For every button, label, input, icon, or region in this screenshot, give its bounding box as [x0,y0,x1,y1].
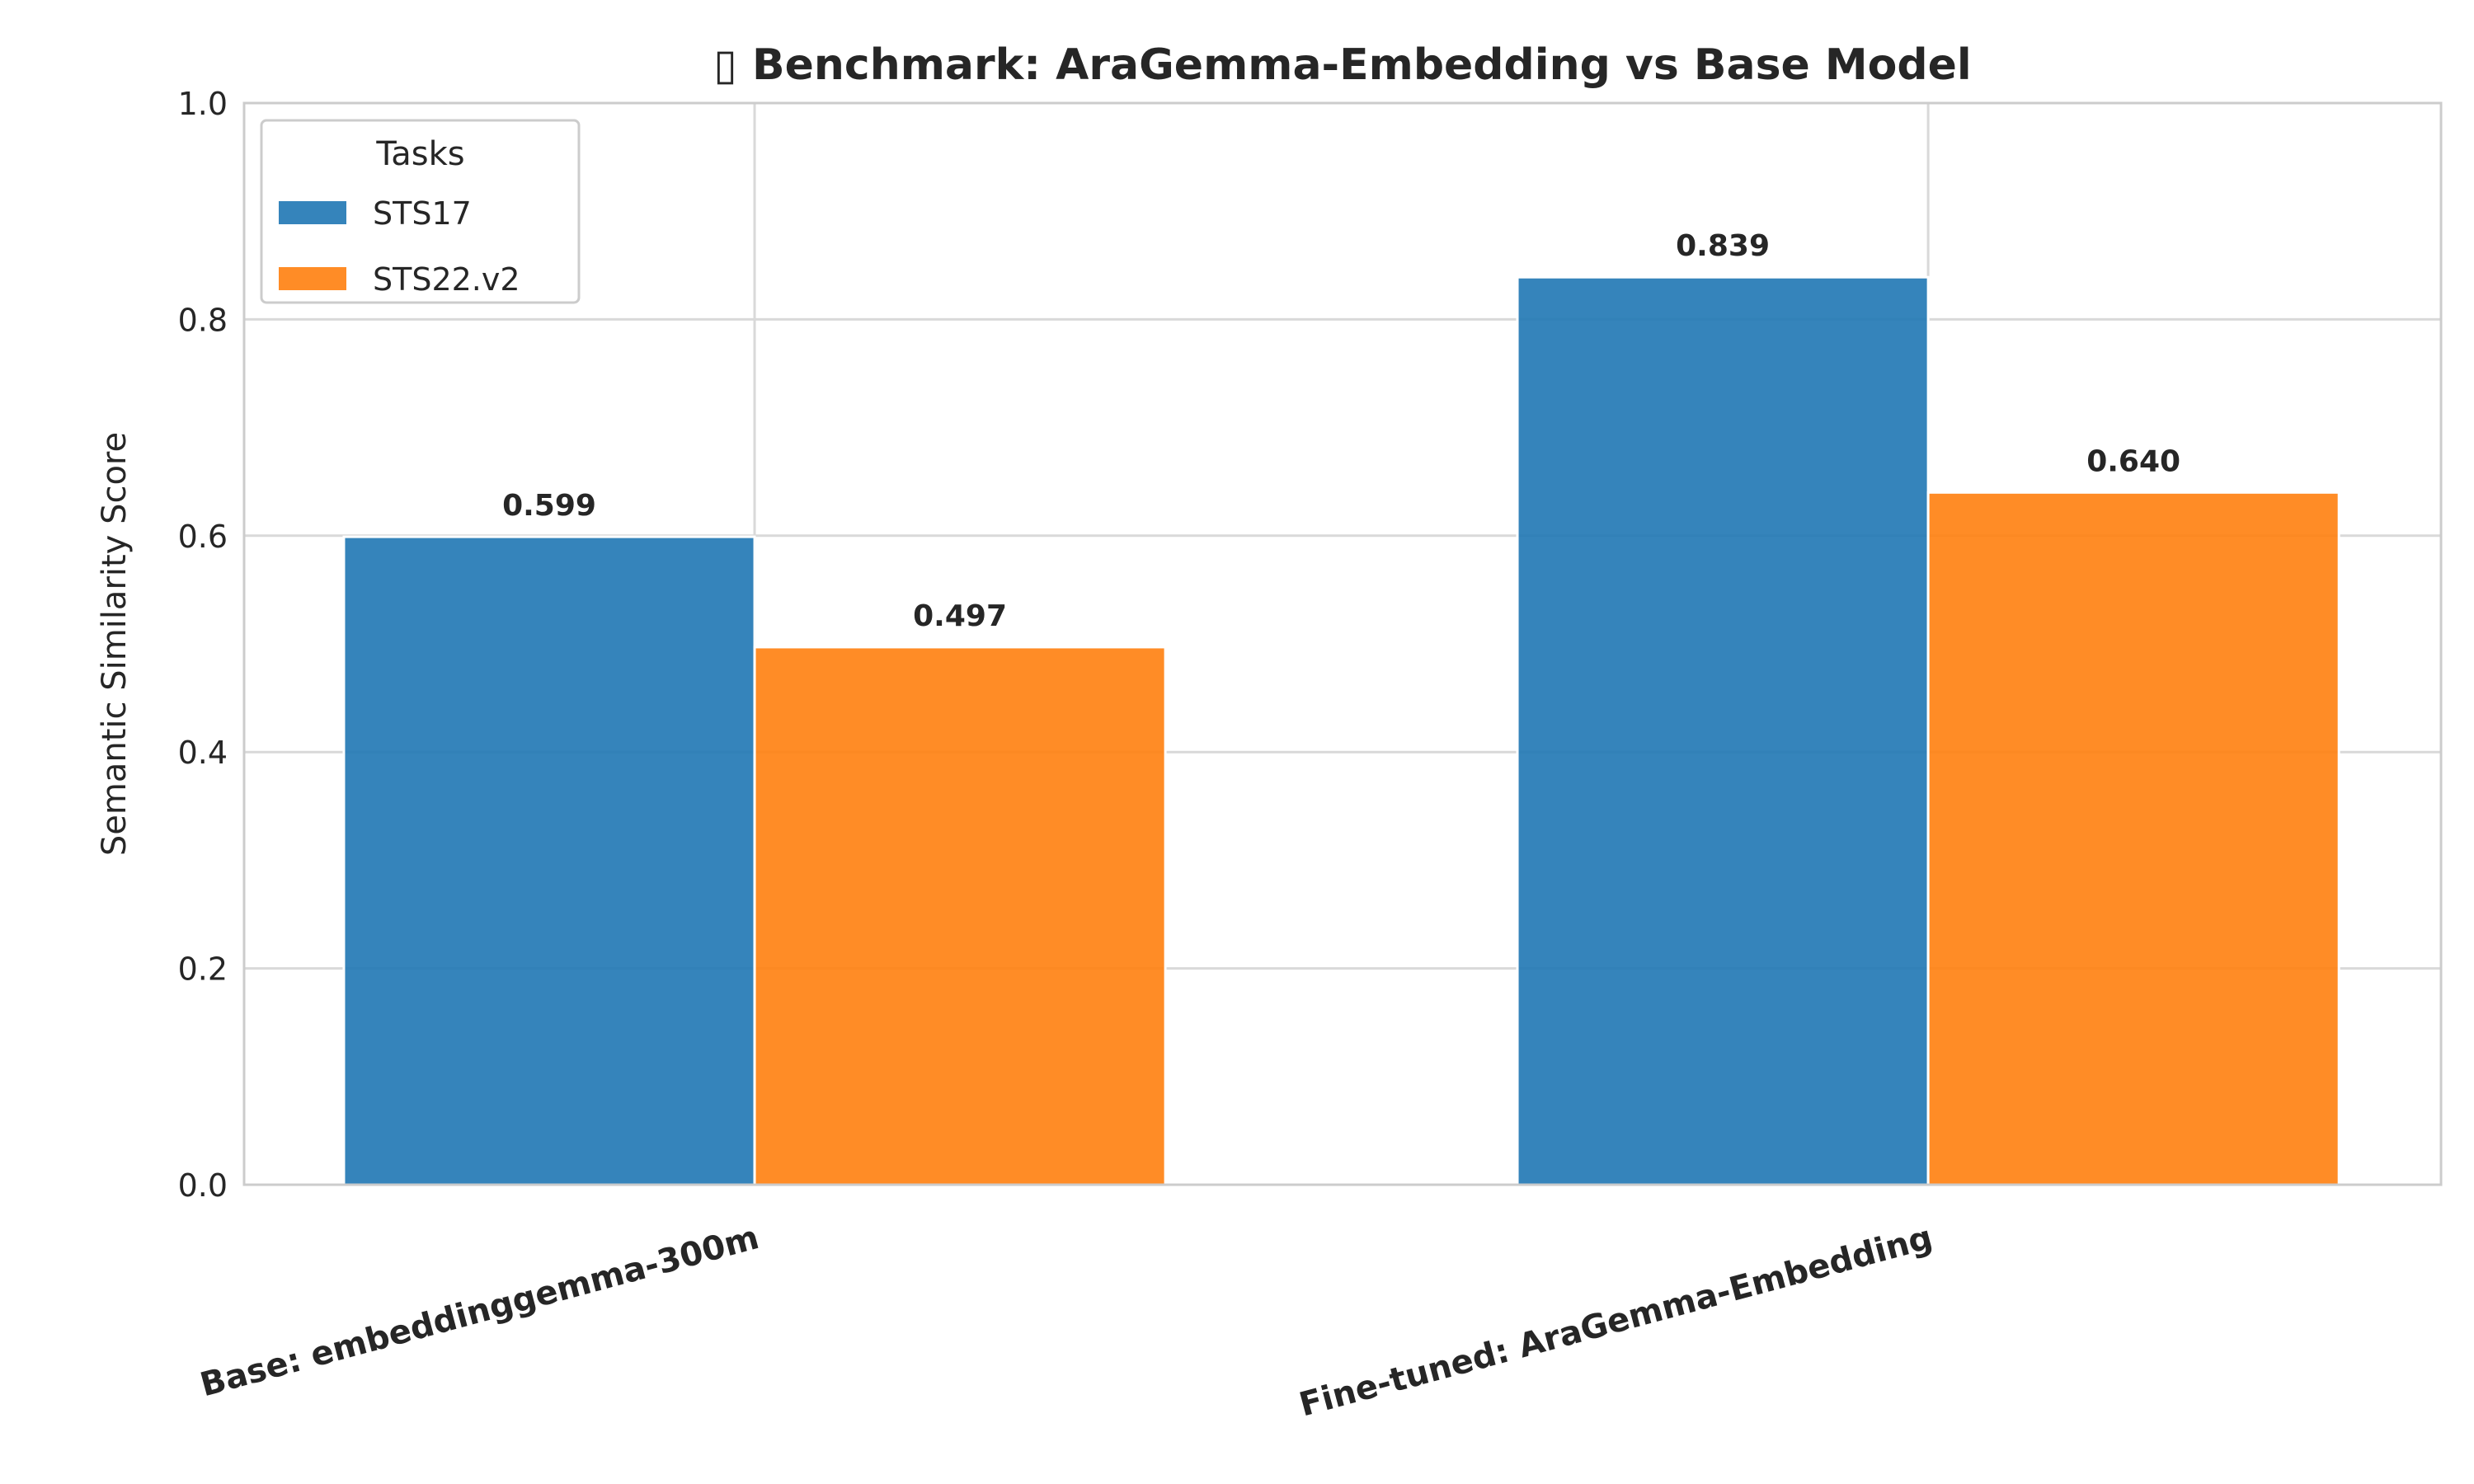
plot-frame [242,101,2443,1186]
y-tick-label: 0.2 [178,951,228,988]
y-tick-label: 0.6 [178,519,228,555]
bar-sts17 [1516,275,1930,1186]
bar-sts22-v2 [753,646,1167,1186]
bar-value-label: 0.497 [913,599,1007,633]
legend-box [260,119,581,304]
bar-sts17 [342,535,756,1186]
y-tick-label: 0.8 [178,302,228,338]
legend: Tasks STS17 STS22.v2 [260,119,581,304]
legend-label: STS17 [373,195,472,232]
chart-title: ▯ Benchmark: AraGemma-Embedding vs Base … [713,40,1971,90]
bar-sts22-v2 [1926,491,2340,1186]
y-tick-label: 1.0 [178,86,228,122]
legend-swatch [279,267,346,290]
bar-value-label: 0.599 [502,489,596,523]
legend-title: Tasks [375,135,464,173]
legend-swatch [279,201,346,224]
y-tick-label: 0.0 [178,1167,228,1204]
y-axis-label: Semantic Similarity Score [96,432,134,856]
bar-value-label: 0.640 [2086,444,2180,478]
y-tick-label: 0.4 [178,735,228,771]
y-tick-labels: 0.0 0.2 0.4 0.6 0.8 1.0 [178,86,228,1204]
bar-value-label: 0.839 [1676,229,1770,263]
legend-label: STS22.v2 [373,261,520,298]
x-tick-labels: Base: embeddinggemma-300m Fine-tuned: Ara… [196,1219,1936,1425]
x-tick-label: Base: embeddinggemma-300m [196,1219,763,1404]
bars: 0.599 0.839 0.497 0.640 [342,229,2340,1186]
x-tick-label: Fine-tuned: AraGemma-Embedding [1296,1219,1936,1425]
